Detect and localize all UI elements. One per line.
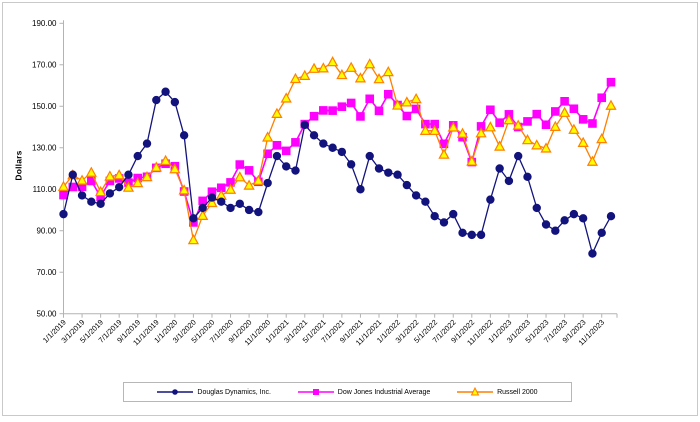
svg-text:70.00: 70.00 — [36, 268, 57, 277]
legend-item-russell-2000: Russell 2000 — [457, 386, 538, 397]
legend-item-douglas-dynamics: Douglas Dynamics, Inc. — [157, 387, 271, 397]
line-triangle-marker-icon — [457, 386, 494, 397]
svg-text:110.00: 110.00 — [33, 185, 57, 194]
legend-box: Douglas Dynamics, Inc. Dow Jones Industr… — [123, 382, 572, 402]
svg-text:50.00: 50.00 — [36, 310, 57, 319]
legend-label: Dow Jones Industrial Average — [337, 388, 431, 396]
legend-label: Douglas Dynamics, Inc. — [197, 388, 271, 396]
svg-text:170.00: 170.00 — [32, 61, 57, 70]
line-circle-marker-icon — [157, 387, 194, 397]
svg-text:150.00: 150.00 — [32, 102, 57, 111]
legend-label: Russell 2000 — [497, 388, 538, 396]
svg-text:130.00: 130.00 — [32, 144, 57, 153]
legend-item-dow-jones: Dow Jones Industrial Average — [297, 387, 431, 397]
svg-text:90.00: 90.00 — [36, 227, 57, 236]
svg-text:190.00: 190.00 — [32, 19, 57, 28]
y-axis-title: Dollars — [13, 150, 24, 181]
line-square-marker-icon — [297, 387, 334, 397]
